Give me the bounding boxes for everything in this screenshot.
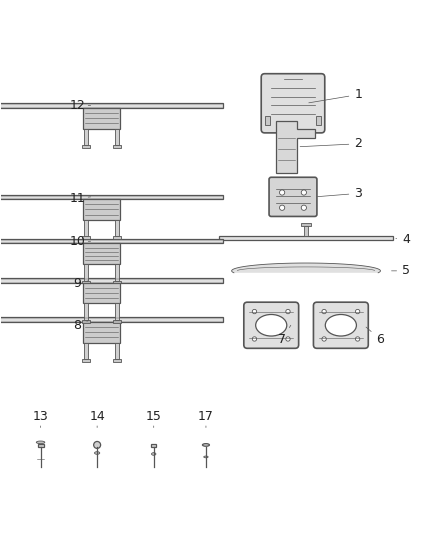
Bar (84, 264, 88, 281)
Text: 8: 8 (74, 319, 88, 332)
Bar (0, 278, 223, 282)
Text: 12: 12 (70, 99, 91, 112)
Circle shape (94, 441, 101, 448)
Polygon shape (232, 263, 381, 273)
Text: 2: 2 (300, 138, 362, 150)
Bar (304, 225, 308, 237)
Text: 17: 17 (198, 410, 214, 427)
Bar (82, 237, 90, 239)
Bar (115, 264, 119, 281)
Circle shape (286, 337, 290, 341)
Circle shape (279, 190, 285, 195)
Bar (115, 343, 119, 359)
Bar (83, 108, 120, 128)
Bar (84, 343, 88, 359)
Bar (113, 320, 121, 322)
Ellipse shape (36, 441, 45, 443)
Text: 4: 4 (396, 232, 410, 246)
Bar (82, 145, 90, 148)
FancyBboxPatch shape (261, 74, 325, 133)
Bar (82, 281, 90, 284)
Bar (219, 237, 393, 240)
Bar (84, 303, 88, 320)
FancyBboxPatch shape (38, 443, 44, 447)
FancyBboxPatch shape (314, 302, 368, 349)
Text: 5: 5 (392, 264, 410, 277)
Bar (83, 322, 120, 343)
Text: 3: 3 (318, 187, 362, 200)
Text: 6: 6 (366, 327, 384, 346)
Text: 15: 15 (146, 410, 162, 427)
Text: 14: 14 (89, 410, 105, 427)
Circle shape (356, 309, 360, 314)
FancyBboxPatch shape (269, 177, 317, 216)
Polygon shape (276, 120, 315, 173)
Circle shape (322, 337, 326, 341)
Text: 13: 13 (33, 410, 49, 427)
Bar (83, 244, 120, 264)
Circle shape (279, 205, 285, 211)
Circle shape (252, 309, 257, 314)
Text: 11: 11 (70, 192, 91, 205)
Bar (0, 103, 223, 108)
FancyBboxPatch shape (244, 302, 299, 349)
Bar (301, 223, 311, 225)
Ellipse shape (152, 453, 156, 455)
Circle shape (301, 205, 307, 211)
Bar (84, 220, 88, 237)
Bar (113, 145, 121, 148)
Text: 1: 1 (309, 88, 362, 103)
Bar (265, 116, 270, 125)
Bar (83, 199, 120, 220)
Circle shape (252, 337, 257, 341)
Ellipse shape (204, 456, 208, 458)
Bar (82, 320, 90, 322)
Circle shape (322, 309, 326, 314)
Bar (115, 303, 119, 320)
Ellipse shape (95, 451, 100, 454)
Circle shape (356, 337, 360, 341)
Bar (0, 318, 223, 322)
Bar (84, 128, 88, 145)
Text: 7: 7 (278, 325, 291, 346)
Circle shape (286, 309, 290, 314)
Bar (115, 128, 119, 145)
Bar (113, 281, 121, 284)
Bar (82, 359, 90, 362)
Bar (316, 116, 321, 125)
Ellipse shape (256, 314, 287, 336)
Text: 9: 9 (74, 277, 88, 289)
Bar (115, 220, 119, 237)
Ellipse shape (325, 314, 357, 336)
Bar (113, 237, 121, 239)
Text: 10: 10 (70, 235, 91, 248)
Bar (0, 195, 223, 199)
Ellipse shape (202, 443, 209, 446)
FancyBboxPatch shape (151, 444, 156, 447)
Bar (0, 239, 223, 244)
Bar (113, 359, 121, 362)
Circle shape (301, 190, 307, 195)
Bar (83, 282, 120, 303)
